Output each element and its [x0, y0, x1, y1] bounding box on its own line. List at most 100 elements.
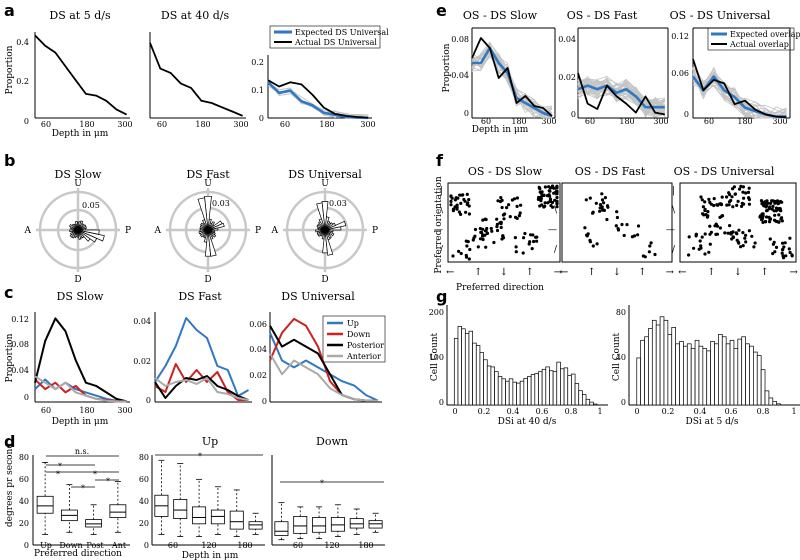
a3-legend-actual: Actual DS Universal [294, 38, 377, 47]
f2-point [614, 224, 618, 228]
f1-point [538, 187, 542, 191]
f3-point [774, 206, 779, 210]
g1-bar [538, 371, 543, 406]
f2-point [647, 250, 652, 254]
f3-point [744, 240, 748, 244]
f2-point [615, 215, 620, 220]
g1-bar [464, 333, 470, 406]
e2-xtick-300: 300 [653, 117, 668, 126]
f3-point [768, 220, 772, 224]
f-xlabel: Preferred direction [456, 283, 544, 293]
g2-bar [741, 336, 746, 406]
d1-ytick-0: 0 [24, 541, 29, 550]
e-ylabel: Proportion [442, 43, 452, 92]
g2-bar [764, 390, 770, 406]
f1-dir-arrow: ↓ [500, 267, 508, 278]
polar2-dir-d: D [204, 275, 211, 285]
c1-xtick-60: 60 [41, 406, 51, 415]
f3-point [712, 197, 716, 201]
g1-bar [585, 398, 591, 406]
f1-point [512, 197, 517, 201]
f1-point [555, 202, 559, 206]
f1-point [467, 257, 471, 261]
g1-xlabel: DSi at 40 d/s [498, 417, 557, 427]
c3-ytick-004: 0.04 [249, 345, 267, 354]
g1-bar [479, 352, 484, 406]
f3-dir-arrow: ↑ [707, 267, 715, 278]
c2-ytick-0: 0 [146, 396, 151, 405]
f1-point [518, 211, 522, 215]
f2-point [648, 244, 652, 248]
g2-bar [706, 350, 711, 406]
f3-point [780, 251, 784, 255]
a1-xtick-180: 180 [79, 120, 94, 129]
d1-ytick-20: 20 [19, 519, 29, 528]
g2-bar [768, 397, 774, 406]
d3-box [349, 518, 364, 529]
g1-bar [560, 368, 565, 406]
f3-scatter: ← ↑ ↓ ↑ → | \ — / [666, 182, 798, 278]
f2-point [602, 201, 606, 205]
f1-point [543, 201, 547, 205]
f3-point [739, 245, 743, 249]
f3-point [740, 201, 744, 205]
g1-bar [457, 326, 462, 406]
f1-point [521, 251, 525, 255]
f1-point [451, 254, 455, 258]
d2-sig: * [198, 452, 202, 461]
e1-ytick-004: 0.04 [451, 71, 469, 80]
f1-dir-arrow: ↑ [526, 267, 534, 278]
f1-point [555, 205, 559, 209]
f3-point [782, 256, 786, 260]
f3-point [712, 203, 716, 208]
f2-point [594, 201, 598, 205]
g1-bar [461, 328, 466, 406]
f3-title: OS - DS Universal [674, 165, 775, 178]
e3-line-actual-overlap [692, 58, 787, 119]
polar3-dir-p: P [372, 226, 378, 236]
f3-dir-arrow: ← [678, 267, 686, 278]
d1-sig-4: * [81, 484, 85, 493]
g2-bar [636, 357, 642, 406]
e-xlabel: Depth in μm [472, 125, 529, 135]
a-ylabel: Proportion [5, 45, 15, 94]
f3-point [762, 204, 766, 208]
f3-point [747, 196, 751, 200]
c1-xtick-300: 300 [117, 406, 132, 415]
g1-bar [490, 366, 495, 406]
panel-label-f: f [436, 151, 444, 170]
g1-bar [530, 374, 536, 406]
d1-ytick-40: 40 [19, 497, 29, 506]
f3-point [718, 226, 723, 230]
e2-xtick-60: 60 [585, 117, 595, 126]
d3-box [274, 521, 289, 536]
f2-point [622, 233, 626, 238]
f1-point [485, 231, 489, 235]
g1-bar [571, 373, 576, 406]
f3-point [707, 250, 711, 254]
g2-bar [667, 334, 673, 406]
g2-ytick-40: 40 [616, 353, 626, 362]
b3-title: DS Universal [288, 168, 362, 181]
a3-ytick-0: 0 [259, 114, 264, 123]
a3-xtick-300: 300 [360, 120, 375, 129]
f3-point [781, 247, 785, 251]
g2-bar [698, 345, 704, 406]
a1-title: DS at 5 d/s [49, 9, 111, 22]
f2-point [600, 198, 605, 202]
a2-line-ds [149, 42, 243, 117]
f2-point [636, 224, 641, 228]
g1-bar [574, 383, 580, 406]
e1-xtick-60: 60 [481, 117, 491, 126]
c-legend-up: Up [347, 319, 359, 328]
c2-title: DS Fast [178, 290, 222, 303]
f1-orient-mark: | [440, 186, 443, 196]
f1-point [547, 189, 551, 193]
f3-point [707, 197, 711, 201]
a1-xtick-60: 60 [41, 120, 51, 129]
g2-bar [756, 355, 762, 406]
e3-ytick-006: 0.06 [671, 69, 689, 78]
e3-xtick-180: 180 [737, 117, 752, 126]
polar2-dir-p: P [255, 226, 261, 236]
g2-bar [655, 324, 661, 406]
